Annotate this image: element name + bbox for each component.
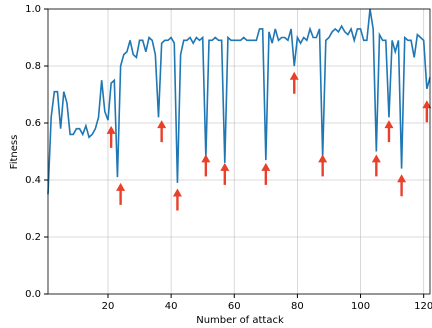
arrow (384, 120, 394, 143)
arrow (289, 71, 299, 94)
x-axis-label: Number of attack (196, 315, 284, 326)
y-tick-label: 0.4 (25, 175, 41, 186)
y-tick-label: 0.6 (25, 118, 41, 129)
arrow (422, 100, 432, 123)
arrow (106, 125, 116, 148)
arrow (116, 182, 126, 205)
x-tick-label: 120 (414, 301, 432, 312)
y-tick-label: 1.0 (25, 4, 41, 15)
arrow (261, 162, 271, 185)
arrow (397, 174, 407, 197)
line (47, 8, 431, 195)
y-tick-label: 0.0 (25, 289, 41, 300)
x-tick-label: 80 (291, 301, 304, 312)
x-tick-label: 60 (228, 301, 241, 312)
arrow (172, 188, 182, 211)
arrow (220, 162, 230, 185)
arrow (371, 154, 381, 177)
y-tick-label: 0.8 (25, 61, 41, 72)
arrow (201, 154, 211, 177)
arrow (157, 120, 167, 143)
x-tick-label: 100 (351, 301, 370, 312)
x-tick-label: 20 (102, 301, 115, 312)
y-axis-label: Fitness (9, 135, 20, 170)
plot-frame (47, 8, 431, 295)
x-tick-label: 40 (165, 301, 178, 312)
arrow (318, 154, 328, 177)
y-tick-label: 0.2 (25, 232, 41, 243)
